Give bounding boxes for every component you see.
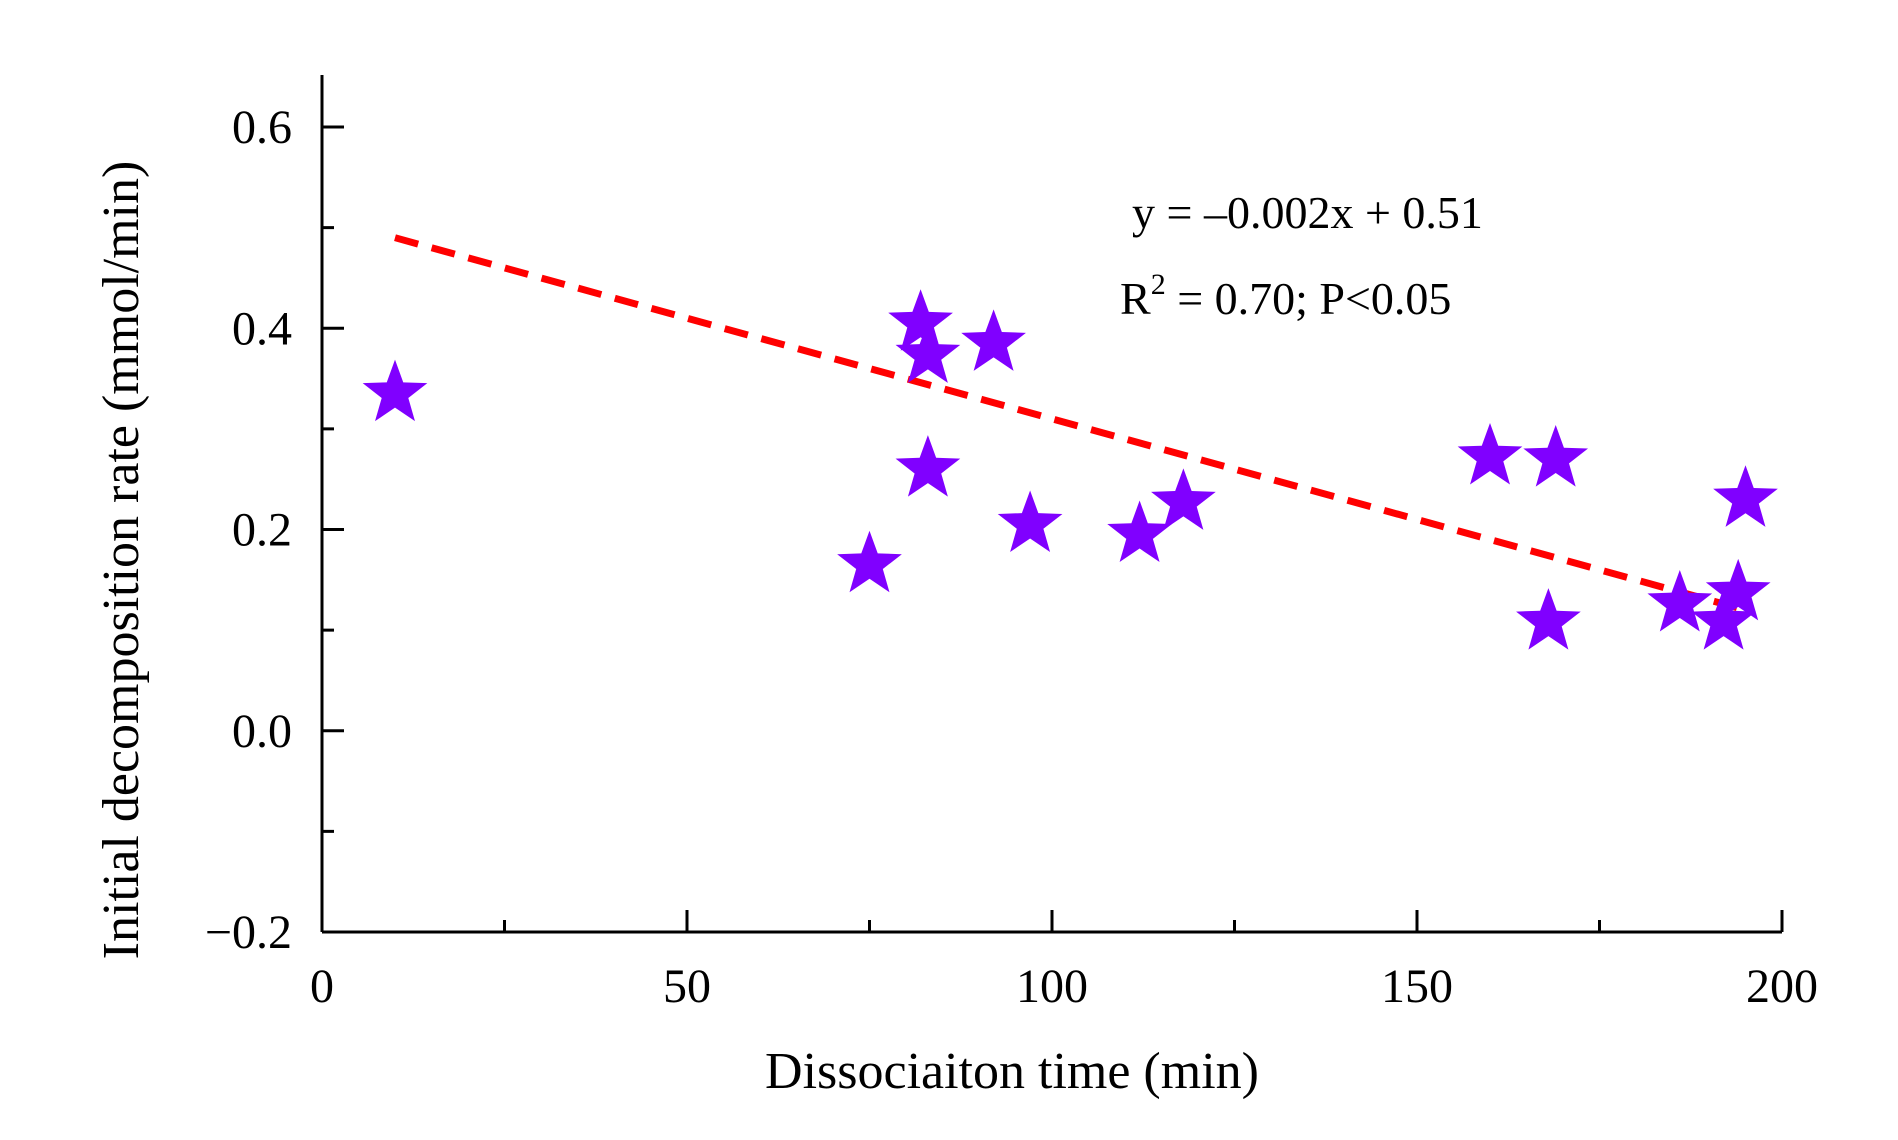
fit-line	[394, 234, 1740, 612]
y-tick-label: 0.4	[232, 302, 292, 355]
ticks: 0 50 100 150 200 −0.2 0.0 0.2 0.4 0.6	[205, 101, 1818, 1013]
data-points	[362, 289, 1778, 650]
data-point-star	[1691, 588, 1756, 650]
x-tick-label: 150	[1381, 960, 1453, 1013]
y-tick-label: −0.2	[205, 906, 292, 959]
y-axis-title: Initial decomposition rate (mmol/min)	[93, 161, 150, 960]
data-point-star	[895, 321, 961, 383]
fit-equation-label: y = –0.002x + 0.51	[1132, 187, 1483, 238]
data-point-star	[997, 490, 1063, 552]
data-point-star	[1523, 425, 1589, 487]
data-point-star	[1151, 468, 1216, 530]
x-tick-label: 50	[663, 960, 711, 1013]
r2-prefix: R	[1120, 273, 1151, 324]
data-point-star	[1516, 588, 1581, 650]
data-point-star	[1107, 500, 1172, 563]
x-tick-label: 200	[1746, 960, 1818, 1013]
data-point-star	[837, 530, 902, 593]
x-axis-title: Dissociaiton time (min)	[765, 1043, 1259, 1100]
r2-superscript: 2	[1151, 268, 1166, 301]
data-point-star	[888, 289, 953, 351]
x-tick-label: 100	[1016, 960, 1088, 1013]
fit-line-group	[394, 234, 1740, 612]
fit-statistics-label: R2 = 0.70; P<0.05	[1120, 268, 1451, 324]
data-point-star	[961, 309, 1026, 371]
x-tick-label: 0	[310, 960, 334, 1013]
data-point-star	[362, 359, 428, 422]
y-tick-label: 0.6	[232, 101, 292, 154]
y-tick-label: 0.0	[232, 705, 292, 758]
y-tick-label: 0.2	[232, 504, 292, 557]
data-point-star	[1705, 558, 1771, 621]
data-point-star	[1457, 423, 1523, 485]
data-point-star	[1647, 569, 1713, 632]
axes	[320, 75, 1782, 934]
r2-rest: = 0.70; P<0.05	[1166, 273, 1452, 324]
data-point-star	[895, 435, 961, 497]
data-point-star	[1713, 465, 1778, 527]
